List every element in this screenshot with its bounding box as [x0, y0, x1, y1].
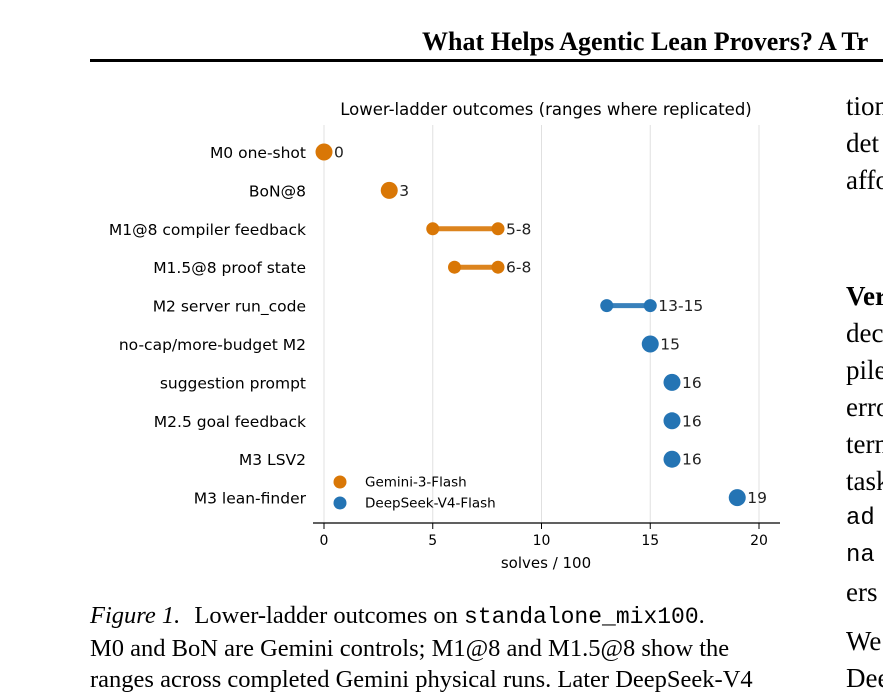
right-column-fragment: tern: [846, 429, 883, 459]
value-point: [663, 412, 681, 430]
data-label: 6-8: [506, 259, 531, 277]
row-label: M3 LSV2: [239, 451, 306, 469]
x-tick-label-15: 15: [641, 533, 659, 549]
grid-lines: [323, 125, 760, 523]
data-label: 3: [399, 182, 409, 200]
row-label: M2 server run_code: [153, 298, 306, 317]
caption-line-3: ranges across completed Gemini physical …: [90, 666, 753, 693]
figure-caption: Figure 1. Lower-ladder outcomes on stand…: [90, 600, 800, 695]
value-point: [728, 489, 746, 507]
range-min-point: [448, 260, 461, 274]
row-label: BoN@8: [249, 182, 306, 200]
row-label: M2.5 goal feedback: [154, 413, 306, 431]
data-label: 16: [682, 412, 702, 430]
legend: Gemini-3-Flash DeepSeek-V4-Flash: [333, 475, 496, 512]
x-tick-label-5: 5: [428, 533, 437, 549]
dumbbell-chart: 0 5 10 15 20 0 3 5-8 6-8 13-15 15 16 16 16 19 M0 one-…: [109, 100, 780, 572]
x-axis: 0 5 10 15 20: [313, 522, 780, 549]
chart-marks: 0 3 5-8 6-8 13-15 15 16 16 16 19: [315, 143, 767, 507]
row-label: suggestion prompt: [160, 374, 306, 392]
value-point: [315, 143, 333, 161]
data-label: 19: [747, 489, 767, 507]
range-min-point: [426, 222, 440, 236]
right-column-fragment: na: [846, 542, 875, 569]
value-point: [380, 181, 398, 199]
legend-label: DeepSeek-V4-Flash: [365, 496, 496, 512]
right-column-fragment: tion: [846, 91, 883, 121]
range-max-point: [491, 222, 505, 236]
data-label: 16: [682, 451, 702, 469]
data-label: 0: [334, 144, 344, 162]
right-column-fragment: ers: [846, 577, 878, 607]
right-column-fragment: Ver: [846, 281, 883, 311]
row-label: M1@8 compiler feedback: [109, 221, 306, 239]
legend-marker: [333, 496, 347, 510]
row-label: M0 one-shot: [210, 144, 306, 162]
data-label: 16: [682, 374, 702, 392]
right-column-fragment: ad: [846, 505, 875, 532]
right-column-fragment: task: [846, 466, 883, 496]
right-column-fragment: pile: [846, 355, 883, 385]
row-label: M1.5@8 proof state: [153, 259, 306, 277]
x-tick-label-10: 10: [533, 533, 551, 549]
right-column-fragment: dec: [846, 318, 883, 348]
caption-period: .: [698, 602, 705, 629]
row-label: no-cap/more-budget M2: [119, 336, 306, 354]
right-column-fragment: affo: [846, 165, 883, 195]
right-column-fragment: We: [846, 626, 882, 656]
right-column-fragment: erro: [846, 392, 883, 422]
right-column-fragment: Dee: [846, 663, 883, 693]
caption-line-1: Figure 1. Lower-ladder outcomes on stand…: [90, 600, 800, 633]
caption-text: Lower-ladder outcomes on: [194, 602, 458, 629]
value-point: [641, 335, 659, 353]
right-column-fragment: det: [846, 128, 879, 158]
x-axis-label: solves / 100: [501, 554, 591, 572]
row-label: M3 lean-finder: [194, 490, 307, 508]
caption-line-2: M0 and BoN are Gemini controls; M1@8 and…: [90, 635, 730, 662]
range-min-point: [600, 299, 614, 313]
data-label: 15: [660, 336, 680, 354]
caption-figure-number: Figure 1.: [90, 602, 181, 629]
legend-marker: [333, 475, 347, 489]
running-header-title: What Helps Agentic Lean Provers? A Tr: [422, 27, 869, 56]
row-labels: M0 one-shot BoN@8 M1@8 compiler feedback M1…: [109, 144, 307, 508]
chart-title: Lower-ladder outcomes (ranges where repl…: [340, 100, 752, 119]
legend-label: Gemini-3-Flash: [365, 475, 467, 491]
x-tick-label-0: 0: [320, 533, 329, 549]
data-label: 13-15: [658, 297, 703, 315]
x-tick-label-20: 20: [750, 533, 768, 549]
range-max-point: [643, 299, 657, 313]
data-label: 5-8: [506, 220, 531, 238]
header-rule: [90, 59, 883, 62]
value-point: [663, 373, 681, 391]
value-point: [663, 450, 681, 468]
range-max-point: [491, 260, 505, 274]
caption-code: standalone_mix100: [464, 604, 699, 630]
